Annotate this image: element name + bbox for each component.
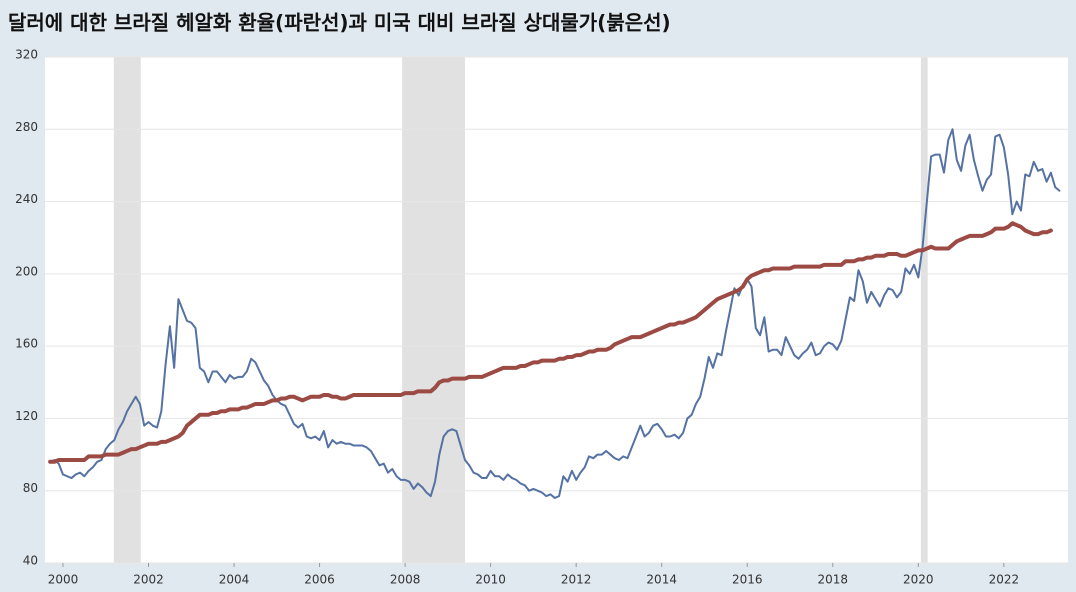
- y-tick-label: 280: [15, 120, 38, 134]
- x-tick-label: 2002: [133, 573, 164, 587]
- series-line: [48, 221, 1053, 464]
- chart-title: 달러에 대한 브라질 헤알화 환율(파란선)과 미국 대비 브라질 상대물가(붉…: [8, 11, 671, 35]
- x-tick-label: 2012: [561, 573, 592, 587]
- x-tick-label: 2020: [903, 573, 934, 587]
- x-tick-label: 2022: [989, 573, 1020, 587]
- x-tick-label: 2000: [48, 573, 79, 587]
- x-tick-label: 2018: [818, 573, 849, 587]
- x-tick-label: 2010: [475, 573, 506, 587]
- recession-band: [113, 57, 141, 563]
- recession-band: [920, 57, 928, 563]
- y-tick-label: 40: [23, 554, 38, 568]
- y-tick-label: 200: [15, 264, 38, 278]
- x-tick-label: 2016: [732, 573, 763, 587]
- recession-band: [402, 57, 465, 563]
- x-tick-label: 2008: [390, 573, 421, 587]
- series-line: [49, 128, 1061, 499]
- y-tick-label: 160: [15, 337, 38, 351]
- x-tick-label: 2006: [304, 573, 335, 587]
- y-tick-label: 80: [23, 481, 38, 495]
- y-tick-label: 320: [15, 48, 38, 62]
- y-tick-label: 120: [15, 409, 38, 423]
- x-tick-label: 2014: [646, 573, 677, 587]
- x-tick-label: 2004: [219, 573, 250, 587]
- plot-area: [45, 57, 1068, 563]
- y-tick-label: 240: [15, 192, 38, 206]
